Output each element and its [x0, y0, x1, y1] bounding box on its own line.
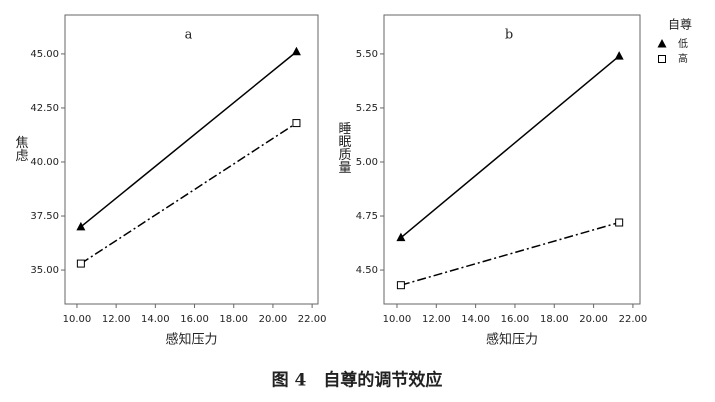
x-tick-label: 18.00 [540, 314, 569, 325]
marker-square [396, 281, 405, 290]
marker-square [292, 119, 301, 128]
series-line [80, 51, 297, 228]
x-axis-label: 感知压力 [486, 332, 538, 348]
y-axis-label: 焦虑 [13, 136, 29, 162]
y-tick-label: 5.25 [356, 103, 378, 114]
y-tick-label: 37.50 [30, 211, 59, 222]
x-tick-label: 20.00 [579, 314, 608, 325]
marker-triangle [291, 46, 301, 56]
plot-frame [64, 14, 319, 305]
panel-label: a [185, 28, 193, 43]
marker-square [658, 55, 666, 63]
y-tick-label: 35.00 [30, 265, 59, 276]
x-tick-label: 12.00 [422, 314, 451, 325]
x-tick-label: 14.00 [141, 314, 170, 325]
series-line [400, 221, 620, 286]
x-tick-label: 16.00 [501, 314, 530, 325]
x-tick-label: 16.00 [180, 314, 209, 325]
panel-label: b [505, 28, 513, 43]
x-tick-label: 14.00 [461, 314, 490, 325]
x-tick-label: 10.00 [63, 314, 92, 325]
y-tick-label: 4.50 [356, 265, 378, 276]
x-tick-label: 22.00 [298, 314, 327, 325]
y-tick-label: 40.00 [30, 157, 59, 168]
x-axis-label: 感知压力 [165, 332, 217, 348]
marker-triangle [76, 221, 86, 231]
legend-label: 低 [678, 37, 688, 50]
x-tick-label: 20.00 [259, 314, 288, 325]
marker-triangle [614, 51, 624, 60]
legend-label: 高 [678, 52, 688, 65]
marker-triangle [657, 39, 667, 48]
y-axis-label: 睡眠质量 [336, 122, 352, 174]
x-tick-label: 18.00 [219, 314, 248, 325]
x-tick-label: 10.00 [383, 314, 412, 325]
series-line [400, 55, 620, 239]
y-tick-label: 5.50 [356, 49, 378, 60]
x-tick-label: 12.00 [102, 314, 131, 325]
y-tick-label: 45.00 [30, 49, 59, 60]
y-tick-label: 42.50 [30, 103, 59, 114]
x-tick-label: 22.00 [619, 314, 648, 325]
marker-square [615, 218, 624, 227]
legend-title: 自尊 [668, 17, 692, 32]
plot-frame [383, 14, 641, 305]
caption: 图 4 自尊的调节效应 [272, 370, 443, 391]
y-tick-label: 4.75 [356, 211, 378, 222]
y-tick-label: 5.00 [356, 157, 378, 168]
marker-square [76, 259, 85, 268]
series-line [80, 122, 297, 265]
marker-triangle [396, 232, 406, 242]
